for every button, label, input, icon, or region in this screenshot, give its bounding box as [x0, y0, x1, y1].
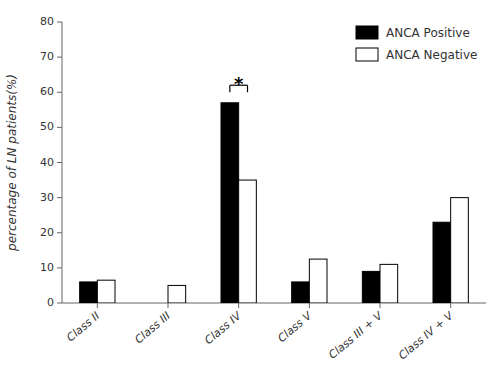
annotation-text: * — [234, 73, 244, 94]
x-tick-label: Class II — [64, 309, 102, 344]
bar — [433, 222, 451, 303]
y-tick — [57, 232, 62, 233]
bar — [380, 264, 398, 303]
x-tick — [97, 303, 98, 308]
x-axis: Class II Class III Class IV Class V Class II… — [62, 303, 486, 362]
bar — [80, 282, 98, 303]
y-tick-label: 50 — [40, 120, 54, 133]
y-tick-label: 20 — [40, 226, 54, 239]
bracket-left — [229, 85, 230, 92]
bar — [150, 303, 168, 304]
bar — [362, 271, 380, 303]
x-axis-line — [62, 303, 486, 304]
bar — [309, 259, 327, 303]
bars — [80, 103, 469, 303]
y-axis-label: percentage of LN patients(%) — [5, 74, 19, 252]
y-tick — [57, 22, 62, 23]
bar — [292, 282, 310, 303]
y-tick-label: 30 — [40, 191, 54, 204]
x-tick — [309, 303, 310, 308]
significance-annotation: * — [230, 73, 248, 94]
y-tick — [57, 57, 62, 58]
y-tick — [57, 267, 62, 268]
x-tick-label: Class III — [132, 309, 173, 346]
bar — [451, 198, 469, 303]
bar — [239, 180, 257, 303]
bar — [168, 285, 186, 303]
legend-swatch — [356, 26, 378, 39]
y-tick-label: 10 — [40, 261, 54, 274]
x-tick — [168, 303, 169, 308]
chart: 0 10 20 30 40 50 60 70 80 percentage of LN patien… — [0, 0, 500, 389]
bracket-right — [247, 85, 248, 92]
bar — [97, 280, 115, 303]
y-tick-label: 70 — [40, 50, 54, 63]
x-tick-label: Class V — [275, 308, 315, 345]
y-tick-label: 0 — [47, 296, 54, 309]
legend-label: ANCA Positive — [386, 26, 470, 40]
y-tick — [57, 92, 62, 93]
x-tick — [450, 303, 451, 308]
y-tick-label: 80 — [40, 15, 54, 28]
x-tick — [238, 303, 239, 308]
y-tick-label: 60 — [40, 85, 54, 98]
bar — [221, 103, 239, 303]
legend: ANCA Positive ANCA Negative — [356, 26, 477, 62]
y-tick-label: 40 — [40, 156, 54, 169]
y-axis-line — [62, 22, 63, 303]
y-tick — [57, 303, 62, 304]
x-tick — [380, 303, 381, 308]
y-tick — [57, 162, 62, 163]
x-tick-label: Class IV — [202, 308, 245, 347]
legend-swatch — [356, 48, 378, 61]
y-axis: 0 10 20 30 40 50 60 70 80 — [40, 15, 62, 309]
x-tick-label: Class III + V — [326, 308, 386, 361]
y-tick — [57, 127, 62, 128]
legend-label: ANCA Negative — [386, 48, 477, 62]
x-tick-label: Class IV + V — [396, 308, 457, 362]
y-tick — [57, 197, 62, 198]
